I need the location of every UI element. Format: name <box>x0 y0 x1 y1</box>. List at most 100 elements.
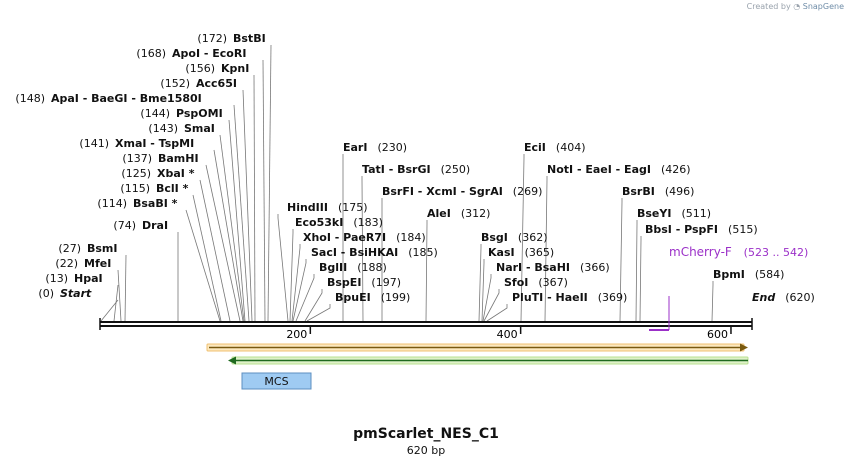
enzyme-site-label[interactable]: BsgI (362) <box>481 231 548 244</box>
enzyme-site-label[interactable]: SmaI <box>184 122 215 135</box>
enzyme-site-label[interactable]: EarI (230) <box>343 141 407 154</box>
orange-feature-arrow[interactable] <box>206 343 748 352</box>
enzyme-site-label[interactable]: Acc65I <box>196 77 237 90</box>
mcs-feature-box[interactable] <box>241 372 312 390</box>
enzyme-name: BpuEI <box>335 291 371 304</box>
site-position: (27) <box>58 242 81 255</box>
enzyme-site-label[interactable]: PluTI - HaeII (369) <box>512 291 627 304</box>
enzyme-site-label[interactable]: XmaI - TspMI <box>115 137 194 150</box>
enzyme-site-label[interactable]: NarI - BsaHI (366) <box>496 261 610 274</box>
site-leader-line <box>262 59 266 322</box>
site-position: (0) <box>38 287 54 300</box>
primer-label[interactable]: mCherry-F (523 .. 542) <box>669 245 808 259</box>
enzyme-site-label[interactable]: ApoI - EcoRI <box>172 47 246 60</box>
enzyme-name: TatI - BsrGI <box>362 163 431 176</box>
site-position: (369) <box>598 291 628 304</box>
enzyme-site-label[interactable]: BsrBI (496) <box>622 185 694 198</box>
enzyme-site-label[interactable]: BglII (188) <box>319 261 387 274</box>
site-leader-line <box>192 194 222 322</box>
site-position: (168) <box>136 47 166 60</box>
site-leader-line <box>711 281 714 322</box>
enzyme-name: HindIII <box>287 201 328 214</box>
enzyme-name: EarI <box>343 141 367 154</box>
site-position: (74) <box>113 219 136 232</box>
enzyme-site-label[interactable]: HindIII (175) <box>287 201 368 214</box>
enzyme-name: NotI - EaeI - EagI <box>547 163 651 176</box>
site-leader-line <box>478 244 482 322</box>
enzyme-name: Eco53kI <box>295 216 343 229</box>
site-leader-line <box>233 104 250 322</box>
enzyme-name: KpnI <box>221 62 249 75</box>
site-leader-line <box>619 198 623 322</box>
enzyme-site-label[interactable]: TatI - BsrGI (250) <box>362 163 470 176</box>
enzyme-name: MfeI <box>84 257 111 270</box>
enzyme-site-label[interactable]: End (620) <box>752 291 815 304</box>
enzyme-site-label[interactable]: XbaI * <box>157 167 195 180</box>
enzyme-site-label[interactable]: BsrFI - XcmI - SgrAI (269) <box>382 185 542 198</box>
enzyme-site-label[interactable]: BstBI <box>233 32 266 45</box>
enzyme-site-label[interactable]: BsaBI * <box>133 197 178 210</box>
primer-name: mCherry-F <box>669 245 732 259</box>
enzyme-site-label[interactable]: SacI - BsiHKAI (185) <box>311 246 438 259</box>
sequence-map[interactable]: 200 400 600 mCherry-F (523 .. 542) MCS (0)… <box>0 0 852 420</box>
enzyme-site-label[interactable]: BclI * <box>156 182 189 195</box>
enzyme-site-label[interactable]: BpmI (584) <box>713 268 784 281</box>
green-feature-arrow[interactable] <box>228 356 749 365</box>
site-leader-line <box>544 176 548 322</box>
enzyme-site-label[interactable]: KasI (365) <box>488 246 554 259</box>
enzyme-site-label[interactable]: BbsI - PspFI (515) <box>645 223 758 236</box>
site-position: (114) <box>97 197 127 210</box>
enzyme-site-label[interactable]: XhoI - PaeR7I (184) <box>303 231 426 244</box>
site-position: (269) <box>513 185 543 198</box>
site-position: (496) <box>665 185 695 198</box>
site-position: (230) <box>377 141 407 154</box>
site-position: (172) <box>197 32 227 45</box>
enzyme-site-label[interactable]: EciI (404) <box>524 141 586 154</box>
enzyme-site-label[interactable]: Start <box>60 287 92 300</box>
ruler-tick-label: 400 <box>497 328 518 341</box>
enzyme-name: XbaI * <box>157 167 195 180</box>
site-leader-line <box>635 220 638 322</box>
enzyme-site-label[interactable]: BspEI (197) <box>327 276 401 289</box>
site-leader-line <box>361 176 364 322</box>
enzyme-site-label[interactable]: NotI - EaeI - EagI (426) <box>547 163 691 176</box>
enzyme-site-label[interactable]: BseYI (511) <box>637 207 711 220</box>
site-leader-line <box>292 259 307 322</box>
enzyme-site-label[interactable]: PspOMI <box>176 107 223 120</box>
site-position: (125) <box>121 167 151 180</box>
site-position: (404) <box>556 141 586 154</box>
credit-brand: SnapGene <box>802 2 844 11</box>
enzyme-name: BsaBI * <box>133 197 178 210</box>
primer-range: (523 .. 542) <box>744 246 809 259</box>
site-leader-line <box>482 274 492 322</box>
enzyme-site-label[interactable]: HpaI <box>74 272 103 285</box>
enzyme-site-label[interactable]: BamHI <box>158 152 199 165</box>
enzyme-name: Start <box>60 287 92 300</box>
site-position: (184) <box>396 231 426 244</box>
enzyme-name: BsgI <box>481 231 508 244</box>
site-leader-line <box>267 44 272 322</box>
enzyme-site-label[interactable]: DraI <box>142 219 168 232</box>
site-position: (250) <box>441 163 471 176</box>
enzyme-site-label[interactable]: BsmI <box>87 242 118 255</box>
enzyme-site-label[interactable]: BpuEI (199) <box>335 291 410 304</box>
enzyme-site-label[interactable]: KpnI <box>221 62 249 75</box>
site-leader-line <box>306 304 331 322</box>
enzyme-site-label[interactable]: ApaI - BaeGI - Bme1580I <box>51 92 202 105</box>
enzyme-name: BpmI <box>713 268 745 281</box>
enzyme-name: BclI * <box>156 182 189 195</box>
enzyme-name: BsrFI - XcmI - SgrAI <box>382 185 503 198</box>
enzyme-name: BglII <box>319 261 347 274</box>
enzyme-site-label[interactable]: SfoI (367) <box>504 276 568 289</box>
snapgene-logo-icon: ◔ <box>793 2 801 11</box>
enzyme-name: SmaI <box>184 122 215 135</box>
enzyme-name: SfoI <box>504 276 528 289</box>
enzyme-name: KasI <box>488 246 515 259</box>
enzyme-site-label[interactable]: MfeI <box>84 257 111 270</box>
site-leader-line <box>520 154 525 322</box>
enzyme-site-label[interactable]: Eco53kI (183) <box>295 216 383 229</box>
enzyme-site-label[interactable]: AleI (312) <box>427 207 490 220</box>
enzyme-name: XhoI - PaeR7I <box>303 231 386 244</box>
site-position: (175) <box>338 201 368 214</box>
enzyme-name: BsrBI <box>622 185 655 198</box>
